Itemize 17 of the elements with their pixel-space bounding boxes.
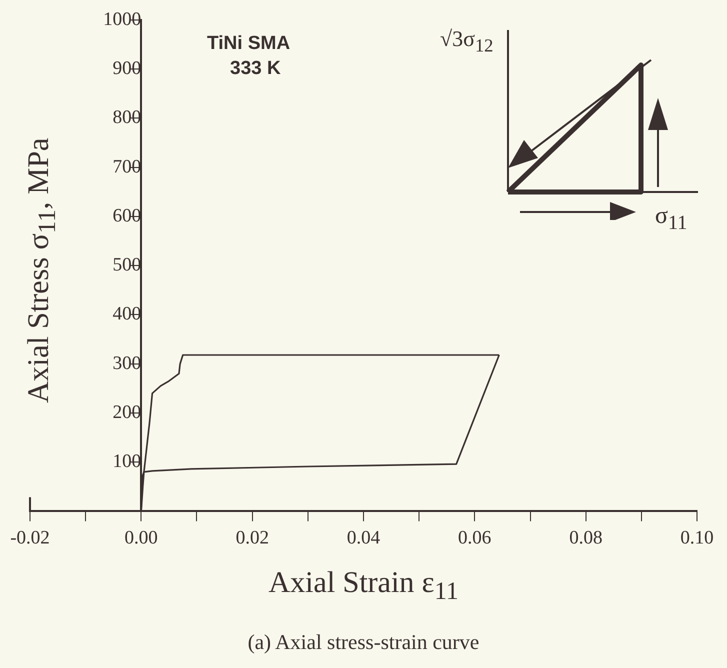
x-tick-label: 0.06 [458,528,492,549]
y-tick-label: 900 [112,58,142,80]
x-tick-label: 0.04 [346,528,381,549]
annotation: σ$_{11}$ [655,203,688,235]
y-tick-label: 800 [112,107,142,128]
text: (a) Axial stress-strain curve [246,630,480,655]
y-tick-label: 1000 [103,8,142,30]
x-tick-label: 0.00 [124,528,158,549]
y-tick-label: 600 [112,205,142,226]
annotation: 333 K [230,58,281,80]
x-tick-label: -0.02 [10,528,50,549]
x-tick-label: 0.10 [680,528,714,549]
x-axis-title: Axial Strain ε$_{11}$ [268,566,460,606]
annotation: √3σ$_{12}$ [440,26,494,56]
annotation: TiNi SMA [207,33,290,55]
x-tick-label: 0.08 [569,528,602,549]
x-tick-label: 0.02 [236,528,269,549]
